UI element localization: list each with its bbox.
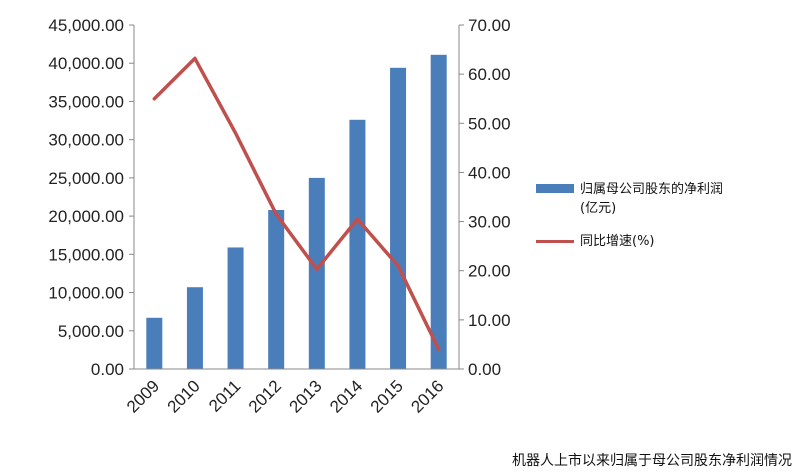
legend-label-profit: 归属母公司股东的净利润(亿元) bbox=[580, 182, 724, 216]
left-tick-label: 20,000.00 bbox=[48, 207, 124, 226]
x-tick-label-2015: 2015 bbox=[367, 376, 407, 416]
legend-label-growth: 同比增速(%) bbox=[580, 234, 655, 249]
left-tick-label: 10,000.00 bbox=[48, 284, 124, 303]
left-tick-label: 45,000.00 bbox=[48, 16, 124, 35]
left-tick-label: 0.00 bbox=[91, 360, 124, 379]
left-tick-label: 40,000.00 bbox=[48, 54, 124, 73]
axes bbox=[133, 25, 460, 370]
legend-item-profit: 归属母公司股东的净利润(亿元) bbox=[536, 180, 730, 218]
bar-2010 bbox=[186, 287, 203, 369]
x-tick-label-2012: 2012 bbox=[245, 376, 285, 416]
line-series bbox=[152, 56, 441, 352]
x-axis-ticks: 2009 2010 2011 2012 2013 2014 2015 2016 bbox=[123, 376, 448, 416]
legend-swatch-line bbox=[536, 240, 574, 243]
bar-2013 bbox=[308, 177, 325, 369]
growth-line bbox=[152, 56, 441, 352]
right-tick-label: 50.00 bbox=[468, 114, 511, 133]
right-tick-label: 10.00 bbox=[468, 311, 511, 330]
right-tick-label: 30.00 bbox=[468, 213, 511, 232]
bar-2016 bbox=[430, 54, 447, 370]
bar-2009 bbox=[146, 317, 163, 369]
chart-caption: 机器人上市以来归属于母公司股东净利润情况 bbox=[512, 453, 792, 469]
x-tick-label-2009: 2009 bbox=[123, 376, 163, 416]
bar-2015 bbox=[390, 67, 407, 369]
bar-series bbox=[146, 54, 447, 370]
x-tick-label-2016: 2016 bbox=[407, 376, 447, 416]
right-tick-label: 20.00 bbox=[468, 262, 511, 281]
left-tick-label: 30,000.00 bbox=[48, 131, 124, 150]
x-tick-label-2010: 2010 bbox=[164, 376, 204, 416]
legend-item-growth: 同比增速(%) bbox=[536, 232, 730, 251]
x-tick-label-2013: 2013 bbox=[285, 376, 325, 416]
bar-2012 bbox=[268, 209, 285, 369]
right-tick-label: 0.00 bbox=[468, 360, 501, 379]
right-tick-label: 60.00 bbox=[468, 65, 511, 84]
legend-swatch-bar bbox=[536, 184, 574, 193]
x-tick-label-2011: 2011 bbox=[205, 376, 244, 415]
left-tick-label: 25,000.00 bbox=[48, 169, 124, 188]
left-tick-label: 5,000.00 bbox=[58, 322, 124, 341]
left-y-axis-ticks: 0.00 5,000.00 10,000.00 15,000.00 20,000.00 2… bbox=[48, 16, 134, 379]
x-tick-label-2014: 2014 bbox=[326, 376, 366, 416]
right-y-axis-ticks: 0.00 10.00 20.00 30.00 40.00 50.00 60.00 70.00 bbox=[459, 16, 511, 379]
bar-2011 bbox=[227, 247, 244, 369]
right-tick-label: 70.00 bbox=[468, 16, 511, 35]
right-tick-label: 40.00 bbox=[468, 163, 511, 182]
bar-2014 bbox=[349, 119, 366, 370]
left-tick-label: 35,000.00 bbox=[48, 92, 124, 111]
legend: 归属母公司股东的净利润(亿元) 同比增速(%) bbox=[536, 180, 730, 265]
left-tick-label: 15,000.00 bbox=[48, 245, 124, 264]
